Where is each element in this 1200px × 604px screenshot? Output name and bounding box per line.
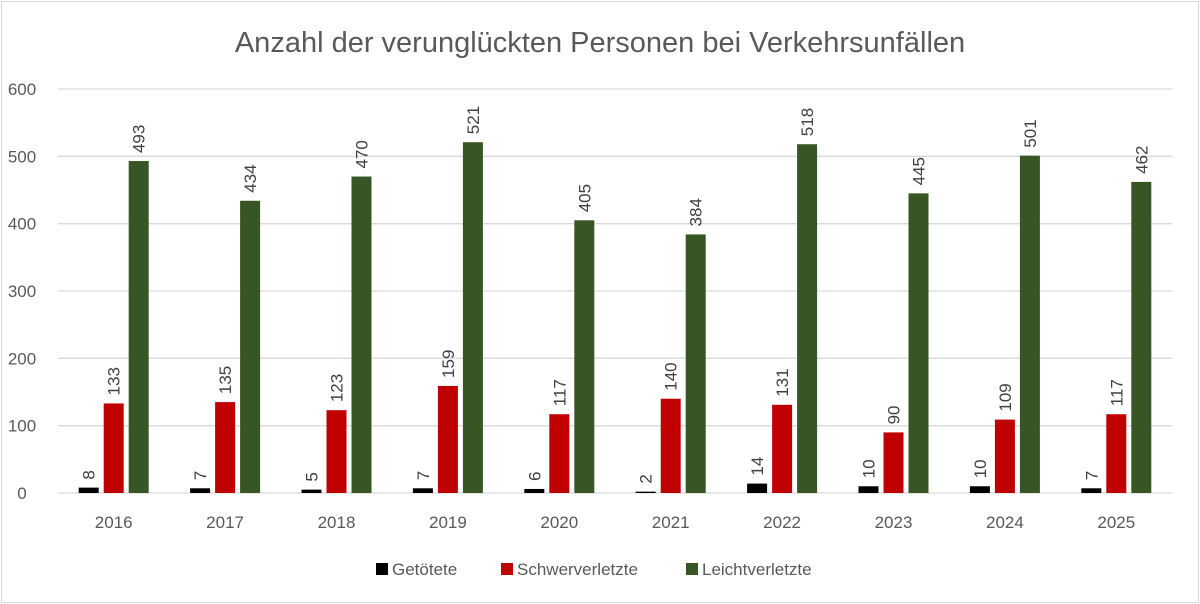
bar-leichtverletzte-2022	[797, 144, 818, 494]
data-label: 90	[885, 405, 904, 424]
x-tick-label: 2024	[986, 513, 1024, 532]
data-label: 462	[1132, 146, 1151, 174]
data-label: 133	[105, 367, 124, 395]
x-tick-label: 2018	[318, 513, 356, 532]
data-label: 434	[241, 164, 260, 192]
data-label: 7	[1082, 471, 1101, 480]
y-tick-label: 0	[17, 484, 26, 503]
bar-leichtverletzte-2021	[685, 234, 706, 493]
bar-getötete-2022	[747, 483, 768, 493]
data-label: 501	[1021, 119, 1040, 147]
bar-leichtverletzte-2019	[462, 142, 483, 493]
data-label: 7	[191, 471, 210, 480]
x-tick-label: 2021	[652, 513, 690, 532]
bar-getötete-2025	[1081, 488, 1102, 493]
y-tick-label: 100	[8, 417, 36, 436]
bar-getötete-2020	[524, 488, 545, 493]
data-label: 470	[353, 140, 372, 168]
data-label: 10	[971, 459, 990, 478]
data-label: 493	[130, 125, 149, 153]
legend-swatch	[376, 563, 388, 575]
data-label: 10	[860, 459, 879, 478]
legend-item-getötete: Getötete	[376, 560, 457, 579]
bar-leichtverletzte-2020	[574, 220, 595, 494]
data-label: 384	[687, 198, 706, 226]
bar-getötete-2024	[969, 486, 990, 493]
bar-leichtverletzte-2018	[351, 176, 372, 494]
bar-schwerverletzte-2020	[549, 414, 570, 493]
y-tick-label: 300	[8, 282, 36, 301]
data-label: 131	[773, 368, 792, 396]
data-label: 109	[996, 383, 1015, 411]
data-labels: 8 133 493 7 135 434 5 123 470 7 159 521 6 117 405 2 140 3…	[80, 106, 1152, 484]
bar-getötete-2016	[78, 487, 99, 493]
x-tick-label: 2017	[206, 513, 244, 532]
legend-label: Schwerverletzte	[517, 560, 638, 579]
bar-schwerverletzte-2025	[1106, 414, 1127, 493]
y-tick-label: 600	[8, 80, 36, 99]
bar-schwerverletzte-2024	[994, 419, 1015, 493]
bar-leichtverletzte-2025	[1131, 181, 1152, 494]
data-label: 2	[637, 474, 656, 483]
legend-label: Getötete	[392, 560, 457, 579]
y-tick-label: 200	[8, 349, 36, 368]
legend: Getötete Schwerverletzte Leichtverletzte	[376, 560, 812, 579]
bar-getötete-2019	[412, 488, 433, 493]
chart-title: Anzahl der verunglückten Personen bei Ve…	[235, 27, 965, 59]
data-label: 6	[525, 471, 544, 480]
legend-item-schwerverletzte: Schwerverletzte	[501, 560, 638, 579]
data-label: 521	[464, 106, 483, 134]
bar-getötete-2018	[301, 489, 322, 493]
data-label: 8	[80, 470, 99, 479]
bar-schwerverletzte-2021	[660, 398, 681, 493]
data-label: 7	[414, 471, 433, 480]
bar-getötete-2021	[635, 491, 656, 493]
legend-label: Leichtverletzte	[702, 560, 812, 579]
data-label: 140	[662, 362, 681, 390]
y-axis-ticks: 0 100 200 300 400 500 600	[8, 80, 36, 503]
data-label: 123	[328, 374, 347, 402]
bar-schwerverletzte-2016	[103, 403, 124, 493]
data-label: 159	[439, 350, 458, 378]
legend-item-leichtverletzte: Leichtverletzte	[686, 560, 812, 579]
bar-schwerverletzte-2018	[326, 410, 347, 493]
legend-swatch	[686, 563, 698, 575]
bars	[78, 142, 1152, 494]
data-label: 117	[550, 379, 569, 406]
x-tick-label: 2022	[763, 513, 801, 532]
bar-leichtverletzte-2023	[908, 193, 929, 493]
x-tick-label: 2023	[875, 513, 913, 532]
data-label: 117	[1107, 379, 1126, 406]
x-tick-label: 2025	[1097, 513, 1135, 532]
bar-schwerverletzte-2017	[215, 402, 236, 493]
data-label: 445	[910, 157, 929, 185]
bar-leichtverletzte-2024	[1019, 155, 1040, 493]
bar-schwerverletzte-2019	[437, 385, 458, 493]
x-tick-label: 2016	[95, 513, 133, 532]
y-tick-label: 500	[8, 147, 36, 166]
bar-getötete-2023	[858, 486, 879, 493]
data-label: 14	[748, 457, 767, 476]
bar-leichtverletzte-2017	[240, 200, 261, 494]
data-label: 518	[798, 108, 817, 136]
bar-getötete-2017	[190, 488, 211, 493]
data-label: 405	[575, 184, 594, 212]
data-label: 5	[303, 472, 322, 481]
bar-schwerverletzte-2023	[883, 432, 904, 493]
x-tick-label: 2020	[540, 513, 578, 532]
data-label: 135	[216, 366, 235, 394]
bar-leichtverletzte-2016	[128, 161, 149, 493]
legend-swatch	[501, 563, 513, 575]
bar-schwerverletzte-2022	[772, 404, 793, 493]
x-tick-label: 2019	[429, 513, 467, 532]
x-axis-ticks: 2016 2017 2018 2019 2020 2021 2022 2023 2024 2025	[95, 513, 1135, 532]
y-tick-label: 400	[8, 215, 36, 234]
